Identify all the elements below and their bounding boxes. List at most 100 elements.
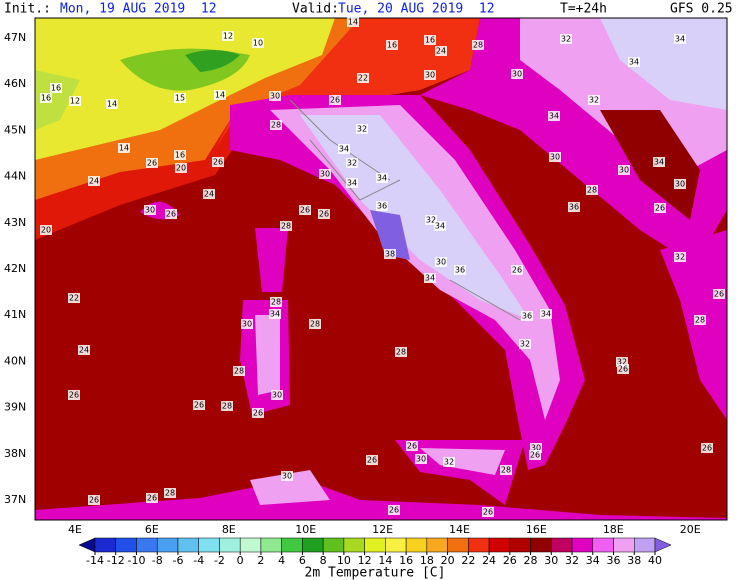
temp-label: 36 bbox=[522, 312, 532, 321]
label-box bbox=[701, 443, 713, 453]
temp-label: 26 bbox=[253, 409, 263, 418]
lat-label: 47N bbox=[4, 31, 26, 44]
label-box bbox=[347, 17, 359, 27]
label-box bbox=[309, 319, 321, 329]
colorbar-segment bbox=[488, 537, 511, 553]
temp-label: 14 bbox=[215, 91, 225, 100]
colorbar-label: -10 bbox=[127, 554, 145, 567]
temp-label: 34 bbox=[654, 158, 664, 167]
colorbar-segment bbox=[447, 537, 469, 553]
label-box bbox=[560, 34, 572, 44]
label-box bbox=[472, 40, 484, 50]
colorbar-segment bbox=[385, 537, 407, 553]
colorbar-label: -4 bbox=[193, 554, 204, 567]
temp-label: 26 bbox=[300, 206, 310, 215]
colorbar-end bbox=[78, 537, 96, 553]
lon-label: 10E bbox=[295, 523, 316, 536]
temp-label: 10 bbox=[253, 39, 263, 48]
colorbar-label: 0 bbox=[237, 554, 244, 567]
label-box bbox=[78, 345, 90, 355]
temp-label: 26 bbox=[530, 451, 540, 460]
colorbar-end bbox=[654, 537, 672, 553]
label-box bbox=[175, 163, 187, 173]
lat-label: 42N bbox=[4, 262, 26, 275]
colorbar-label: 38 bbox=[627, 554, 641, 567]
init-label: Init.: bbox=[4, 2, 51, 17]
label-box bbox=[694, 315, 706, 325]
lon-label: 12E bbox=[372, 523, 393, 536]
label-box bbox=[193, 400, 205, 410]
temp-label: 20 bbox=[176, 164, 186, 173]
init-time: Mon, 19 AUG 2019 12 bbox=[60, 2, 217, 17]
temp-label: 28 bbox=[695, 316, 705, 325]
temp-label: 12 bbox=[223, 32, 233, 41]
temp-label: 28 bbox=[310, 320, 320, 329]
temp-label: 34 bbox=[549, 112, 559, 121]
label-box bbox=[435, 46, 447, 56]
forecast-step: T=+24h bbox=[560, 2, 607, 17]
temp-label: 36 bbox=[455, 266, 465, 275]
colorbar-label: 14 bbox=[378, 554, 392, 567]
label-box bbox=[269, 91, 281, 101]
temp-label: 30 bbox=[272, 391, 282, 400]
temp-label: 26 bbox=[389, 506, 399, 515]
label-box bbox=[376, 201, 388, 211]
temp-label: 32 bbox=[357, 125, 367, 134]
label-box bbox=[500, 465, 512, 475]
colorbar-label: -12 bbox=[107, 554, 125, 567]
temp-label: 26 bbox=[714, 290, 724, 299]
temp-label: 34 bbox=[541, 310, 551, 319]
label-box bbox=[674, 34, 686, 44]
colorbar-segment bbox=[364, 537, 386, 553]
colorbar-label: 30 bbox=[544, 554, 558, 567]
temp-label: 26 bbox=[89, 496, 99, 505]
colorbar-label: 22 bbox=[461, 554, 475, 567]
colorbar-segment bbox=[198, 537, 220, 553]
temp-label: 38 bbox=[385, 250, 395, 259]
temp-label: 28 bbox=[396, 348, 406, 357]
label-box bbox=[588, 95, 600, 105]
label-box bbox=[511, 69, 523, 79]
label-box bbox=[164, 488, 176, 498]
label-box bbox=[674, 179, 686, 189]
label-box bbox=[521, 311, 533, 321]
lat-label: 38N bbox=[4, 447, 26, 460]
temp-label: 30 bbox=[675, 180, 685, 189]
label-box bbox=[40, 225, 52, 235]
label-box bbox=[299, 205, 311, 215]
label-box bbox=[144, 205, 156, 215]
temp-label: 34 bbox=[425, 274, 435, 283]
colorbar-segment bbox=[177, 537, 199, 553]
temp-label: 36 bbox=[377, 202, 387, 211]
label-box bbox=[653, 157, 665, 167]
label-box bbox=[221, 401, 233, 411]
label-box bbox=[212, 157, 224, 167]
temp-label: 26 bbox=[330, 96, 340, 105]
temp-label: 16 bbox=[51, 84, 61, 93]
colorbar-label: 2 bbox=[257, 554, 264, 567]
label-box bbox=[233, 366, 245, 376]
temp-label: 32 bbox=[589, 96, 599, 105]
lat-label: 44N bbox=[4, 170, 26, 183]
colorbar-label: -8 bbox=[152, 554, 163, 567]
temp-label: 30 bbox=[436, 258, 446, 267]
temp-label: 14 bbox=[348, 18, 358, 27]
temp-label: 34 bbox=[347, 179, 357, 188]
lon-label: 18E bbox=[603, 523, 624, 536]
label-box bbox=[618, 165, 630, 175]
colorbar-segment bbox=[136, 537, 158, 553]
colorbar-segment bbox=[571, 537, 594, 553]
label-box bbox=[549, 152, 561, 162]
label-box bbox=[88, 495, 100, 505]
temp-label: 24 bbox=[89, 177, 99, 186]
label-box bbox=[357, 73, 369, 83]
label-box bbox=[346, 178, 358, 188]
header: Init.: Mon, 19 AUG 2019 12 Valid: Tue, 2… bbox=[4, 2, 733, 17]
temp-label: 30 bbox=[619, 166, 629, 175]
valid-label: Valid: bbox=[292, 2, 339, 17]
label-box bbox=[425, 215, 437, 225]
temp-label: 22 bbox=[358, 74, 368, 83]
label-box bbox=[424, 70, 436, 80]
temp-label: 28 bbox=[234, 367, 244, 376]
temp-label: 26 bbox=[147, 494, 157, 503]
